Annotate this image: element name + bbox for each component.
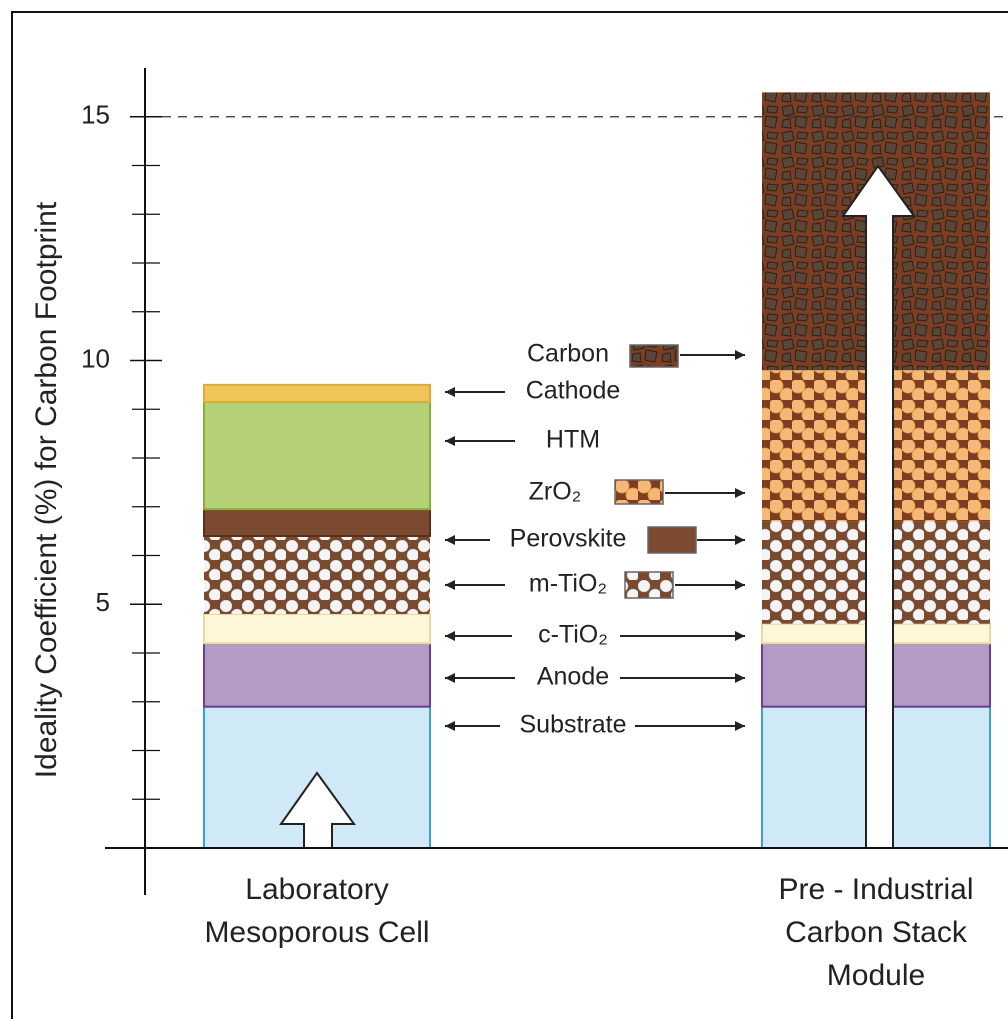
legend-swatch (615, 480, 663, 504)
bar-segment (204, 509, 430, 536)
pointer-head (445, 535, 455, 545)
bar-segment (204, 536, 430, 614)
legend-label: Anode (537, 663, 609, 691)
pointer-head (445, 436, 455, 446)
pointer-head (735, 580, 745, 590)
pointer-head (445, 721, 455, 731)
bar-segment (204, 385, 430, 402)
x-tick-label: Laboratory Mesoporous Cell (192, 868, 442, 954)
pointer-head (735, 721, 745, 731)
bar-segment (204, 402, 430, 509)
pointer-head (735, 673, 745, 683)
legend-swatch (625, 572, 673, 598)
legend-label: HTM (546, 426, 600, 454)
legend-label: Carbon (527, 340, 609, 368)
legend-swatch (630, 345, 678, 367)
legend-label: m-TiO₂ (529, 570, 607, 598)
y-tick-label: 5 (96, 587, 110, 617)
legend-label: Cathode (526, 377, 621, 405)
pointer-head (735, 350, 745, 360)
pointer-head (735, 631, 745, 641)
pointer-head (735, 488, 745, 498)
y-tick-label: 10 (81, 343, 110, 373)
pointer-head (445, 631, 455, 641)
x-tick-label: Pre - Industrial Carbon Stack Module (751, 868, 1001, 997)
chart: Ideality Coefficient (%) for Carbon Foot… (0, 0, 1008, 1019)
y-tick-label: 15 (81, 100, 110, 130)
legend-swatch (648, 527, 696, 553)
legend-label: Substrate (519, 711, 626, 739)
pointer-head (445, 387, 455, 397)
legend-label: c-TiO₂ (538, 621, 608, 649)
bar-segment (204, 643, 430, 706)
pointer-head (735, 535, 745, 545)
bar-segment (204, 614, 430, 643)
page: Ideality Coefficient (%) for Carbon Foot… (0, 0, 1008, 1019)
pointer-head (445, 580, 455, 590)
legend-label: Perovskite (510, 525, 627, 553)
pointer-head (445, 673, 455, 683)
y-axis-label: Ideality Coefficient (%) for Carbon Foot… (30, 201, 63, 778)
legend-label: ZrO₂ (529, 478, 582, 506)
